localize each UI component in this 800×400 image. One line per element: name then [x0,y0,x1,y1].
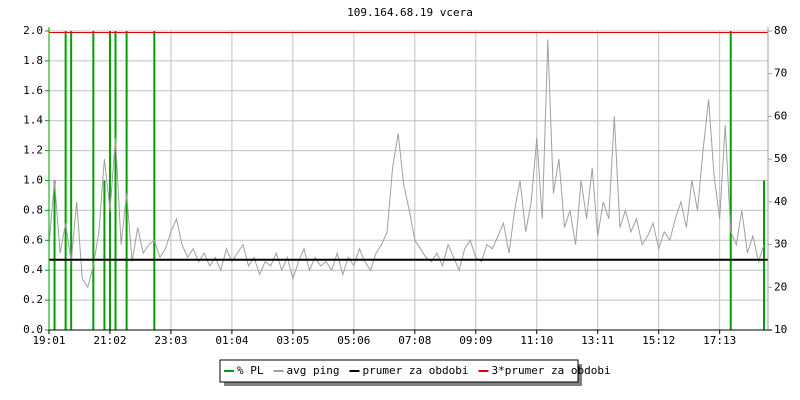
y2-tick-label: 30 [774,238,787,251]
y-tick-label: 0.8 [23,203,43,216]
legend-label: prumer za obdobi [362,364,468,377]
y2-tick-label: 70 [774,67,787,80]
y-tick-label: 1.0 [23,174,43,187]
legend-label: 3*prumer za obdobi [491,364,610,377]
y2-tick-label: 20 [774,280,787,293]
y2-tick-label: 10 [774,323,787,336]
legend-label: % PL [237,364,264,377]
y-tick-label: 0.0 [23,323,43,336]
y-tick-label: 1.4 [23,114,43,127]
x-tick-label: 15:12 [642,334,675,347]
y-tick-label: 0.2 [23,293,43,306]
x-tick-label: 09:09 [459,334,492,347]
x-tick-label: 01:04 [215,334,248,347]
y2-tick-label: 40 [774,195,787,208]
x-tick-label: 11:10 [520,334,553,347]
y-tick-label: 0.6 [23,233,43,246]
x-tick-label: 21:02 [93,334,126,347]
legend-box [219,359,579,383]
x-tick-label: 23:03 [154,334,187,347]
ping-line [48,39,765,289]
x-tick-label: 19:01 [32,334,65,347]
y-tick-label: 2.0 [23,24,43,37]
y-tick-label: 1.6 [23,84,43,97]
grid [45,30,772,334]
legend-label: avg ping [287,364,340,377]
y-tick-label: 0.4 [23,263,43,276]
y2-tick-label: 50 [774,152,787,165]
x-tick-label: 13:11 [581,334,614,347]
x-tick-label: 17:13 [703,334,736,347]
x-tick-label: 07:08 [398,334,431,347]
y2-tick-label: 60 [774,109,787,122]
y-tick-label: 1.8 [23,54,43,67]
y2-tick-label: 80 [774,24,787,37]
y-tick-label: 1.2 [23,144,43,157]
x-tick-label: 05:06 [337,334,370,347]
x-tick-label: 03:05 [276,334,309,347]
chart-title: 109.164.68.19 vcera [347,6,473,19]
legend: % PL avg ping prumer za obdobi 3*prumer za … [219,359,611,386]
